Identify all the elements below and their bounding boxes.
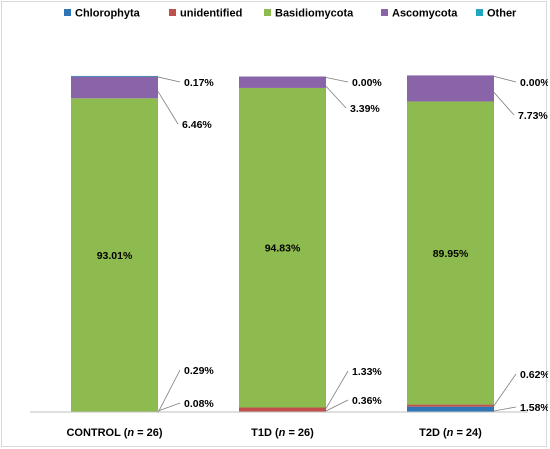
data-label: 0.62%: [520, 369, 548, 381]
data-label: 1.33%: [352, 366, 382, 378]
leader-line: [325, 399, 349, 412]
legend-label-ascomycota: Ascomycota: [392, 8, 458, 20]
data-label: 89.95%: [433, 248, 469, 260]
x-tick-label-control: CONTROL (n = 26): [66, 427, 162, 439]
leader-line: [493, 373, 517, 406]
x-tick-label-t1d: T1D (n = 26): [251, 427, 314, 439]
data-label: 0.00%: [352, 77, 382, 89]
leader-line: [157, 76, 181, 83]
legend-swatch-other: [476, 9, 483, 16]
data-labels: 0.17% 6.46% 0.29% 0.08% 93.01% 0.00% 3.39% 1.33…: [97, 77, 548, 414]
leader-line: [493, 76, 517, 83]
data-label: 6.46%: [182, 119, 212, 131]
bar-t2d-unidentified: [407, 404, 494, 407]
legend-label-chlorophyta: Chlorophyta: [75, 8, 141, 20]
leader-line: [325, 77, 349, 83]
leader-line: [325, 85, 347, 109]
legend: Chlorophyta unidentified Basidiomycota Asco…: [64, 8, 517, 20]
data-label: 0.00%: [520, 77, 548, 89]
data-label: 1.58%: [520, 402, 548, 414]
legend-swatch-basidiomycota: [264, 9, 271, 16]
data-label: 0.17%: [184, 77, 214, 89]
bar-t2d-chlorophyta: [407, 406, 494, 412]
data-label: 7.73%: [518, 110, 548, 122]
data-label: 0.36%: [352, 395, 382, 407]
bar-control-basidiomycota: [71, 98, 158, 412]
x-axis-categories: CONTROL (n = 26) T1D (n = 26) T2D (n = 24): [66, 427, 482, 439]
bar-t1d-basidiomycota: [239, 87, 326, 408]
bar-t2d-basidiomycota: [407, 101, 494, 405]
leader-lines: [157, 76, 517, 413]
leader-line: [157, 91, 179, 125]
legend-swatch-ascomycota: [381, 9, 388, 16]
leader-line: [493, 406, 517, 412]
bar-control-other: [71, 75, 158, 77]
legend-label-unidentified: unidentified: [180, 8, 242, 20]
legend-label-other: Other: [487, 8, 517, 20]
data-label: 0.08%: [184, 398, 214, 410]
bar-t1d-ascomycota: [239, 76, 326, 88]
legend-swatch-unidentified: [169, 9, 176, 16]
leader-line: [157, 402, 181, 412]
leader-line: [157, 369, 181, 413]
bar-t1d-unidentified: [239, 407, 326, 412]
x-tick-label-t2d: T2D (n = 24): [419, 427, 482, 439]
leader-line: [325, 370, 349, 409]
legend-label-basidiomycota: Basidiomycota: [275, 8, 354, 20]
legend-swatch-chlorophyta: [64, 9, 71, 16]
bar-control-ascomycota: [71, 76, 158, 99]
data-label: 0.29%: [184, 365, 214, 377]
bar-t2d-ascomycota: [407, 75, 494, 102]
leader-line: [493, 92, 515, 116]
data-label: 3.39%: [350, 103, 380, 115]
data-label: 94.83%: [265, 243, 301, 255]
bars: [71, 75, 494, 412]
data-label: 93.01%: [97, 250, 133, 262]
